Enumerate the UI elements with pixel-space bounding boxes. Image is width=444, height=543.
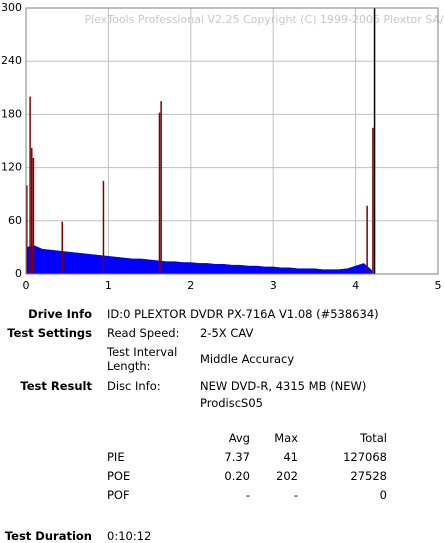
- stats-row-label: POE: [107, 469, 131, 483]
- disc-info-line: NEW DVD-R, 4315 MB (NEW): [200, 379, 367, 393]
- y-tick-label: 0: [15, 267, 22, 280]
- disc-info-line: ProdiscS05: [200, 396, 263, 410]
- chart: PlexTools Professional V2.25 Copyright (…: [1, 1, 444, 292]
- stats-cell: 127068: [343, 450, 387, 464]
- stats-cell: 202: [276, 469, 298, 483]
- setting-value: 2-5X CAV: [200, 326, 254, 340]
- disc-info-label: Disc Info:: [107, 379, 161, 393]
- setting-name: Read Speed:: [107, 326, 180, 340]
- pie-area: [25, 245, 373, 275]
- watermark: PlexTools Professional V2.25 Copyright (…: [85, 13, 444, 26]
- test-duration-value: 0:10:12: [107, 529, 152, 543]
- y-tick-label: 120: [1, 161, 22, 174]
- x-tick-label: 1: [105, 279, 112, 292]
- y-tick-label: 240: [1, 54, 22, 67]
- setting-value: Middle Accuracy: [200, 352, 295, 366]
- stats-header: Max: [274, 431, 298, 445]
- x-tick-label: 5: [435, 279, 442, 292]
- stats-row-label: PIE: [107, 450, 125, 464]
- stats-cell: 41: [283, 450, 298, 464]
- y-tick-label: 60: [8, 214, 22, 227]
- setting-name: Test Interval Length:: [107, 345, 178, 373]
- y-tick-label: 300: [1, 1, 22, 14]
- test-settings-label: Test Settings: [7, 326, 92, 340]
- stats-cell: 0.20: [224, 469, 250, 483]
- test-duration-label: Test Duration: [4, 529, 92, 543]
- x-tick-label: 2: [187, 279, 194, 292]
- y-tick-label: 180: [1, 107, 22, 120]
- stats-row-label: POF: [107, 488, 130, 502]
- x-tick-label: 4: [352, 279, 359, 292]
- plot-area: [25, 7, 439, 275]
- test-result-label: Test Result: [20, 379, 92, 393]
- drive-info-value: ID:0 PLEXTOR DVDR PX-716A V1.08 (#538634…: [107, 307, 379, 321]
- x-tick-label: 3: [270, 279, 277, 292]
- x-tick-label: 0: [23, 279, 30, 292]
- stats-cell: -: [293, 488, 298, 502]
- drive-info-label: Drive Info: [28, 307, 92, 321]
- stats-cell: 27528: [350, 469, 387, 483]
- stats-cell: 7.37: [224, 450, 250, 464]
- stats-cell: -: [245, 488, 250, 502]
- stats-header: Total: [360, 431, 387, 445]
- stats-cell: 0: [379, 488, 387, 502]
- stats-header: Avg: [228, 431, 250, 445]
